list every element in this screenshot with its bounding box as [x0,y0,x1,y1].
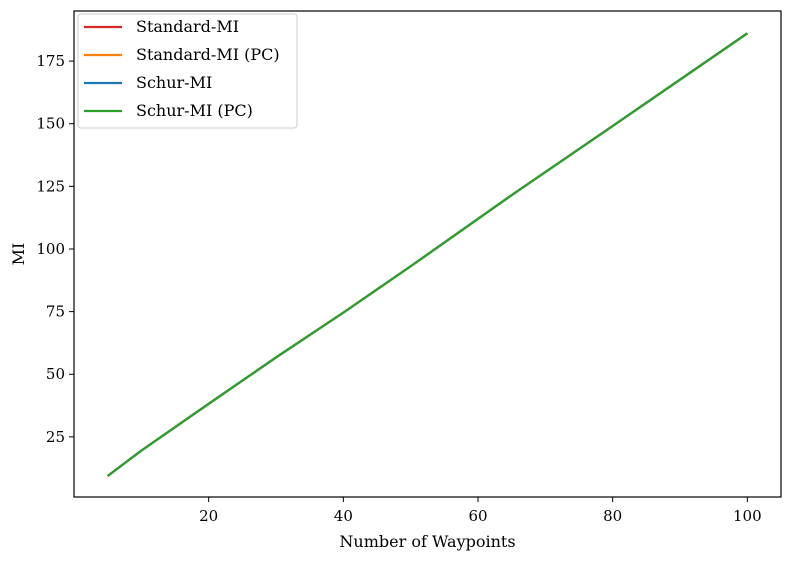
legend-entry-label: Standard-MI [136,17,239,36]
plot-frame [73,10,782,498]
legend-box [77,13,298,129]
axis-ticks: 20 40 60 80 100 25 50 75 100 125 150 175 [36,52,761,525]
x-tick-label: 80 [603,507,622,525]
y-tick-label: 75 [46,303,65,321]
y-tick-label: 50 [46,365,65,383]
x-axis-label: Number of Waypoints [339,532,515,551]
y-axis-label: MI [9,243,28,266]
x-tick-label: 20 [199,507,218,525]
legend-entry-label: Standard-MI (PC) [136,45,280,64]
x-tick-label: 40 [334,507,353,525]
y-tick-label: 25 [46,428,65,446]
y-tick-label: 150 [36,115,65,133]
y-tick-label: 125 [36,177,65,195]
y-tick-label: 175 [36,52,65,70]
y-tick-label: 100 [36,240,65,258]
x-tick-label: 60 [468,507,487,525]
legend-entry-label: Schur-MI (PC) [136,101,253,120]
x-tick-label: 100 [733,507,762,525]
series-lines [107,32,748,477]
series-line-3 [107,32,748,477]
legend: Standard-MI Standard-MI (PC) Schur-MI Schur… [77,13,298,129]
legend-entry-label: Schur-MI [136,73,212,92]
